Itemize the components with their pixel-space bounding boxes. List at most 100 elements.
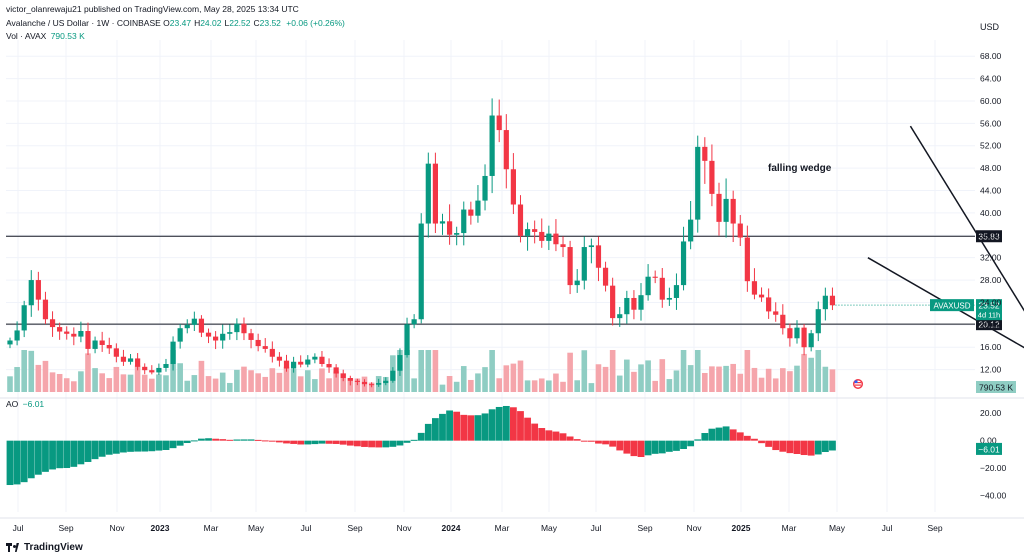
ao-bar: [495, 406, 503, 441]
symbol-header: Avalanche / US Dollar · 1W · COINBASE O2…: [6, 18, 345, 28]
ao-bar: [460, 414, 468, 441]
publish-info: victor_olanrewaju21 published on Trading…: [6, 4, 299, 14]
volume-bar: [482, 367, 488, 392]
ao-bar: [205, 438, 212, 441]
volume-bar: [184, 380, 191, 392]
volume-bar: [340, 373, 347, 392]
volume-bar: [517, 360, 524, 392]
time-tick-label: Jul: [882, 523, 893, 533]
volume-bar: [177, 363, 183, 392]
ao-bar: [538, 428, 546, 441]
candle: [71, 333, 77, 337]
ao-bar: [198, 438, 205, 441]
ao-bar: [765, 440, 773, 447]
ao-bar: [424, 423, 432, 441]
volume-bar: [304, 370, 311, 392]
ao-bar: [105, 440, 113, 455]
volume-bar: [510, 363, 517, 392]
ao-bar: [91, 440, 99, 460]
price-tick-label: 68.00: [980, 51, 1002, 61]
candle: [482, 175, 488, 201]
volume-bar: [581, 350, 588, 392]
candle: [149, 370, 155, 373]
ao-bar: [616, 440, 624, 451]
volume-bar: [141, 374, 148, 392]
time-tick-label: Jul: [591, 523, 602, 533]
ao-bar: [56, 440, 64, 469]
ohlc-value: 23.47: [169, 18, 192, 28]
ao-bar: [531, 423, 539, 441]
ao-bar: [708, 428, 716, 441]
candle: [773, 311, 779, 315]
time-tick-label: Sep: [637, 523, 652, 533]
tradingview-logo[interactable]: TradingView: [6, 542, 83, 553]
candle: [673, 285, 680, 298]
volume-bar: [42, 360, 49, 392]
ao-value: −6.01: [22, 399, 45, 409]
ao-bar: [49, 440, 56, 470]
ao-bar: [276, 440, 283, 443]
volume-bar: [638, 364, 644, 392]
ao-bar: [687, 440, 695, 447]
volume-bar: [765, 368, 772, 392]
ao-bar: [339, 440, 347, 445]
candle: [163, 364, 169, 368]
ao-bar: [127, 440, 134, 452]
candle: [503, 130, 509, 170]
price-tick-label: 44.00: [980, 186, 1002, 196]
price-tick-label: 16.00: [980, 342, 1002, 352]
volume-bar: [723, 365, 729, 392]
ao-bar: [268, 440, 276, 442]
candle: [333, 367, 339, 374]
volume-bar: [666, 379, 673, 392]
volume-bar: [418, 350, 425, 392]
ao-bar: [261, 440, 269, 442]
ao-bar: [396, 440, 404, 446]
volume-bar: [758, 377, 765, 392]
time-tick-label: Sep: [347, 523, 362, 533]
ao-bar: [644, 440, 652, 456]
volume-bar: [560, 381, 566, 392]
volume-bar: [531, 380, 538, 392]
candle: [468, 209, 474, 216]
ao-bar: [155, 440, 163, 451]
volume-bar: [588, 383, 595, 392]
volume-bar: [780, 368, 786, 392]
volume-value-box: [976, 381, 1016, 393]
price-tick-label: 52.00: [980, 141, 1002, 151]
candle: [560, 244, 566, 248]
volume-bar: [439, 384, 446, 392]
volume-bar: [475, 373, 481, 392]
ao-bar: [346, 440, 354, 446]
ao-bar: [169, 440, 177, 449]
ao-bar: [70, 440, 78, 467]
volume-value: 790.53 K: [50, 31, 85, 41]
candle: [340, 373, 346, 379]
volume-bar: [709, 366, 715, 392]
currency-label[interactable]: USD: [980, 22, 1000, 32]
candle: [751, 281, 758, 295]
candle: [7, 340, 13, 345]
candle: [305, 359, 311, 365]
time-tick-label: Sep: [58, 523, 73, 533]
volume-bar: [468, 379, 474, 392]
candle: [99, 340, 105, 345]
candle: [35, 280, 41, 300]
time-tick-label: Jul: [13, 523, 24, 533]
ao-bar: [382, 440, 390, 448]
volume-bar: [794, 365, 800, 392]
candle: [347, 378, 353, 381]
volume-legend: Vol · AVAX 790.53 K: [6, 31, 85, 41]
last-price-label: 23.52: [978, 301, 1000, 311]
time-tick-label: Nov: [109, 523, 125, 533]
ao-bar: [637, 440, 645, 457]
ao-tick-label: 20.00: [980, 408, 1002, 418]
price-change: +0.06 (+0.26%): [286, 18, 345, 28]
volume-bar: [219, 372, 226, 392]
ao-bar: [439, 413, 446, 441]
ao-bar: [453, 411, 461, 441]
volume-bar: [106, 378, 113, 392]
candle: [319, 356, 325, 365]
time-tick-label: May: [541, 523, 558, 533]
